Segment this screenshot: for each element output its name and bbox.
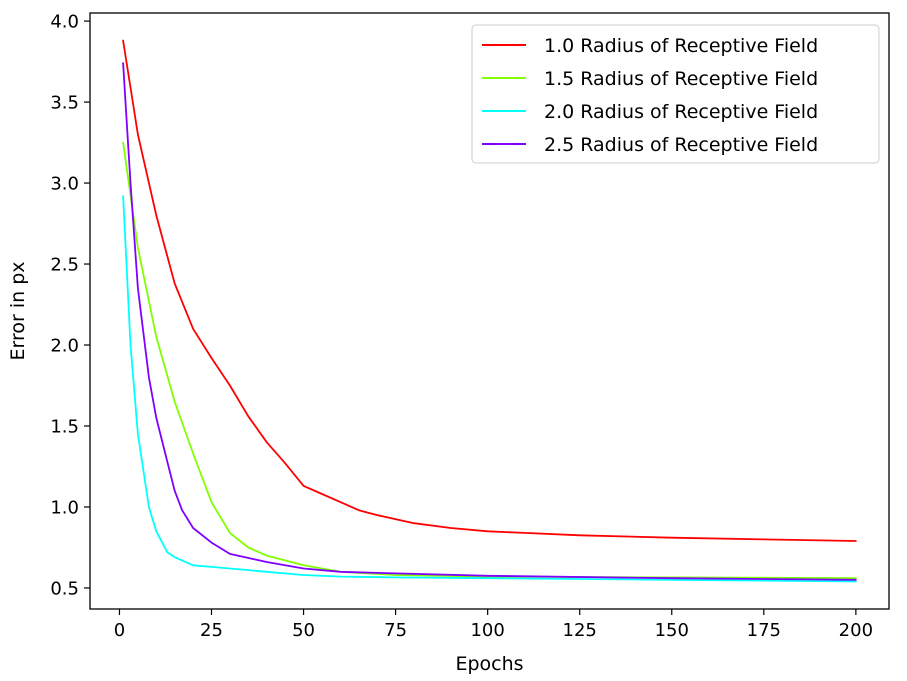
series-line-3 <box>122 195 857 583</box>
plot-frame <box>89 12 890 610</box>
y-axis: 0.5 1.0 1.5 2.0 2.5 3.0 3.5 4.0 <box>50 12 90 599</box>
x-tick-label: 200 <box>839 620 873 641</box>
y-axis-label: Error in px <box>7 261 29 360</box>
y-tick-label: 1.5 <box>50 416 79 437</box>
x-tick-label: 25 <box>200 620 223 641</box>
x-axis-label: Epochs <box>455 653 523 675</box>
x-tick-label: 125 <box>563 620 597 641</box>
x-tick-label: 75 <box>384 620 407 641</box>
series-layer <box>122 39 857 583</box>
series-line-2 <box>122 141 857 580</box>
legend: 1.0 Radius of Receptive Field 1.5 Radius … <box>471 24 880 164</box>
legend-label-3: 2.0 Radius of Receptive Field <box>544 101 818 123</box>
y-tick-label: 4.0 <box>50 12 79 33</box>
x-axis: 0 25 50 75 100 125 150 175 200 <box>114 609 873 641</box>
y-tick-label: 3.0 <box>50 174 79 195</box>
x-tick-label: 175 <box>747 620 781 641</box>
series-line-4 <box>122 62 857 581</box>
series-line-1 <box>122 39 857 542</box>
x-tick-label: 100 <box>470 620 504 641</box>
y-tick-label: 2.5 <box>50 255 79 276</box>
legend-box <box>471 24 880 164</box>
y-tick-label: 3.5 <box>50 93 79 114</box>
y-tick-label: 0.5 <box>50 578 79 599</box>
y-tick-label: 1.0 <box>50 497 79 518</box>
legend-label-2: 1.5 Radius of Receptive Field <box>544 68 818 90</box>
legend-label-1: 1.0 Radius of Receptive Field <box>544 35 818 57</box>
x-tick-label: 50 <box>292 620 315 641</box>
x-tick-label: 0 <box>114 620 125 641</box>
legend-label-4: 2.5 Radius of Receptive Field <box>544 134 818 156</box>
y-tick-label: 2.0 <box>50 336 79 357</box>
x-tick-label: 150 <box>655 620 689 641</box>
